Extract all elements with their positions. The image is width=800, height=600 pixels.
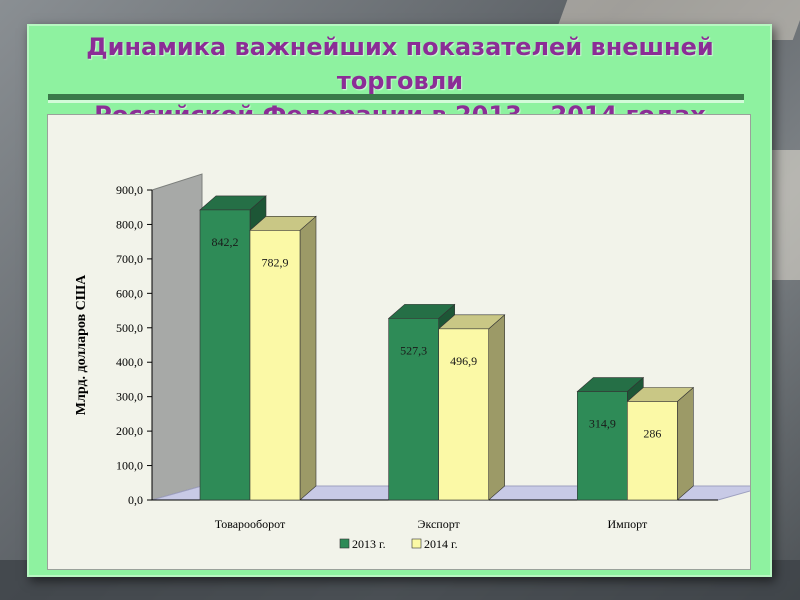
title-divider-highlight <box>48 100 744 103</box>
x-tick-label: Товарооборот <box>215 517 286 531</box>
bar-side-face <box>488 314 505 501</box>
data-label: 527,3 <box>400 343 427 357</box>
title-divider <box>48 94 744 100</box>
data-label: 496,9 <box>450 354 477 368</box>
y-tick-label: 200,0 <box>116 424 143 438</box>
bar <box>627 401 678 501</box>
data-label: 842,2 <box>212 235 239 249</box>
x-tick-label: Импорт <box>607 517 648 531</box>
y-tick-label: 400,0 <box>116 355 143 369</box>
chart-side-wall <box>151 173 203 501</box>
x-tick-label: Экспорт <box>418 517 461 531</box>
y-tick-label: 500,0 <box>116 321 143 335</box>
chart-frame: 0,0 100,0 200,0 300,0 400,0 500,0 600,0 700,0 80… <box>47 114 751 570</box>
data-label: 782,9 <box>262 255 289 269</box>
bar <box>438 328 489 501</box>
bar-side-face <box>677 386 694 501</box>
y-tick-label: 900,0 <box>116 183 143 197</box>
y-tick-label: 0,0 <box>128 493 143 507</box>
legend-label: 2013 г. <box>352 537 386 551</box>
y-tick-label: 800,0 <box>116 217 143 231</box>
data-label: 314,9 <box>589 417 616 431</box>
legend-label: 2014 г. <box>424 537 458 551</box>
legend-swatch <box>339 538 350 549</box>
data-label: 286 <box>643 426 661 440</box>
y-tick-label: 600,0 <box>116 286 143 300</box>
y-tick-label: 100,0 <box>116 459 143 473</box>
legend-swatch <box>411 538 422 549</box>
y-axis-title: Млрд. долларов США <box>74 274 89 415</box>
slide-title-line1: Динамика важнейших показателей внешней т… <box>86 33 714 95</box>
y-tick-label: 300,0 <box>116 390 143 404</box>
bar <box>388 318 439 501</box>
background-flag-fragment <box>770 150 800 280</box>
bar <box>199 209 251 501</box>
bar-side-face <box>299 215 317 501</box>
bar <box>577 391 628 501</box>
bar <box>249 230 301 501</box>
bar-chart: 0,0 100,0 200,0 300,0 400,0 500,0 600,0 700,0 80… <box>74 173 750 551</box>
y-tick-label: 700,0 <box>116 252 143 266</box>
